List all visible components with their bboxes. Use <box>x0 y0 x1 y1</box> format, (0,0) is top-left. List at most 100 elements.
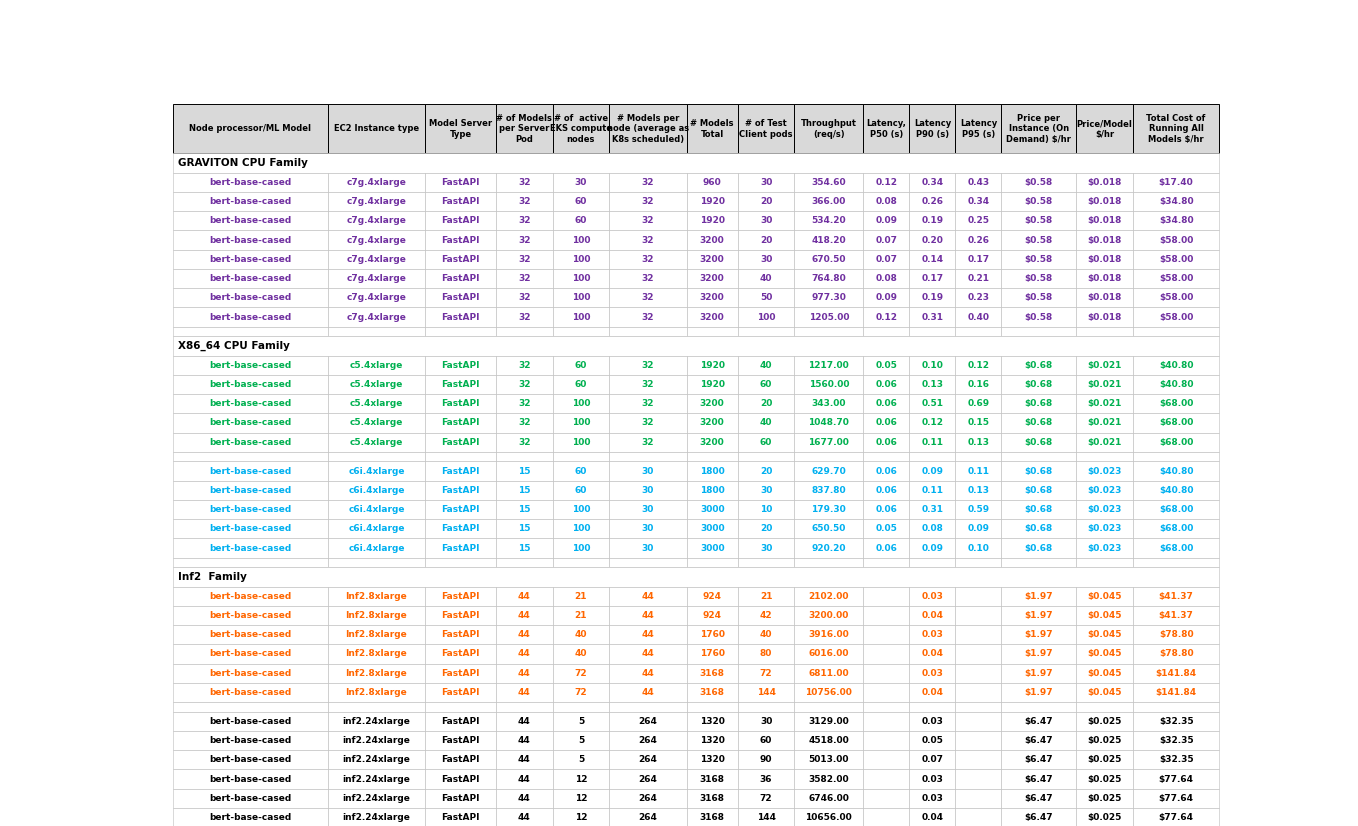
Bar <box>1134 192 1219 211</box>
Bar <box>737 625 794 644</box>
Bar <box>1001 249 1076 269</box>
Text: $40.80: $40.80 <box>1158 380 1194 389</box>
Bar <box>172 154 1219 173</box>
Bar <box>327 452 425 462</box>
Bar <box>956 481 1001 500</box>
Bar <box>956 663 1001 683</box>
Bar <box>794 558 864 567</box>
Bar <box>496 307 553 326</box>
Text: 366.00: 366.00 <box>812 197 846 206</box>
Bar <box>794 394 864 413</box>
Bar <box>910 500 956 520</box>
Text: $40.80: $40.80 <box>1158 467 1194 476</box>
Bar <box>172 355 327 375</box>
Text: 3168: 3168 <box>699 775 725 784</box>
Bar <box>425 702 496 712</box>
Text: 1320: 1320 <box>699 736 725 745</box>
Text: Node processor/ML Model: Node processor/ML Model <box>189 124 311 133</box>
Text: $32.35: $32.35 <box>1158 736 1194 745</box>
Text: c6i.4xlarge: c6i.4xlarge <box>348 505 405 514</box>
Bar <box>610 192 687 211</box>
Text: $0.018: $0.018 <box>1088 274 1122 283</box>
Text: 837.80: 837.80 <box>812 486 846 495</box>
Bar <box>553 375 610 394</box>
Text: 100: 100 <box>572 419 591 427</box>
Bar <box>1076 500 1134 520</box>
Text: 32: 32 <box>519 178 531 187</box>
Text: 30: 30 <box>760 254 773 263</box>
Bar <box>496 750 553 769</box>
Bar <box>496 452 553 462</box>
Text: FastAPI: FastAPI <box>441 486 479 495</box>
Text: bert-base-cased: bert-base-cased <box>209 649 292 658</box>
Bar <box>553 500 610 520</box>
Text: 20: 20 <box>760 399 773 408</box>
Text: 3168: 3168 <box>699 794 725 803</box>
Text: 1217.00: 1217.00 <box>808 361 849 370</box>
Bar <box>864 500 910 520</box>
Bar <box>864 769 910 789</box>
Text: inf2.24xlarge: inf2.24xlarge <box>342 717 410 726</box>
Text: 44: 44 <box>517 775 531 784</box>
Bar <box>425 230 496 249</box>
Bar <box>864 413 910 433</box>
Text: 32: 32 <box>641 235 655 244</box>
Bar <box>1134 413 1219 433</box>
Bar <box>687 605 737 625</box>
Bar <box>1001 394 1076 413</box>
Text: 15: 15 <box>519 525 531 534</box>
Text: bert-base-cased: bert-base-cased <box>209 775 292 784</box>
Text: FastAPI: FastAPI <box>441 178 479 187</box>
Text: bert-base-cased: bert-base-cased <box>209 235 292 244</box>
Text: $0.018: $0.018 <box>1088 293 1122 302</box>
Bar <box>1134 789 1219 808</box>
Bar <box>172 683 327 702</box>
Bar <box>1076 433 1134 452</box>
Text: 60: 60 <box>760 438 773 447</box>
Text: 0.59: 0.59 <box>967 505 990 514</box>
Text: c5.4xlarge: c5.4xlarge <box>350 380 403 389</box>
Bar <box>1001 230 1076 249</box>
Bar <box>1134 433 1219 452</box>
Bar <box>172 394 327 413</box>
Text: 0.12: 0.12 <box>876 178 898 187</box>
Bar <box>737 683 794 702</box>
Text: 44: 44 <box>517 591 531 601</box>
Bar <box>1001 769 1076 789</box>
Text: c6i.4xlarge: c6i.4xlarge <box>348 544 405 553</box>
Bar <box>1076 192 1134 211</box>
Text: c7g.4xlarge: c7g.4xlarge <box>346 274 406 283</box>
Text: 1920: 1920 <box>699 380 725 389</box>
Text: 0.03: 0.03 <box>922 717 944 726</box>
Text: $141.84: $141.84 <box>1156 688 1196 697</box>
Text: 0.12: 0.12 <box>876 312 898 321</box>
Bar <box>794 750 864 769</box>
Bar <box>425 539 496 558</box>
Text: $0.021: $0.021 <box>1088 399 1122 408</box>
Text: FastAPI: FastAPI <box>441 438 479 447</box>
Bar <box>956 269 1001 288</box>
Text: 343.00: 343.00 <box>812 399 846 408</box>
Bar <box>496 355 553 375</box>
Bar <box>794 433 864 452</box>
Text: $0.018: $0.018 <box>1088 197 1122 206</box>
Text: FastAPI: FastAPI <box>441 216 479 225</box>
Bar <box>1076 808 1134 826</box>
Text: $0.68: $0.68 <box>1024 467 1052 476</box>
Bar <box>327 433 425 452</box>
Text: $0.021: $0.021 <box>1088 438 1122 447</box>
Bar <box>956 769 1001 789</box>
Bar <box>794 605 864 625</box>
Bar <box>553 750 610 769</box>
Text: 0.23: 0.23 <box>967 293 990 302</box>
Bar <box>1134 539 1219 558</box>
Text: $78.80: $78.80 <box>1158 649 1194 658</box>
Bar <box>610 500 687 520</box>
Bar <box>327 249 425 269</box>
Bar <box>687 750 737 769</box>
Bar <box>425 355 496 375</box>
Text: 32: 32 <box>519 419 531 427</box>
Text: $0.68: $0.68 <box>1024 380 1052 389</box>
Bar <box>553 625 610 644</box>
Bar <box>737 452 794 462</box>
